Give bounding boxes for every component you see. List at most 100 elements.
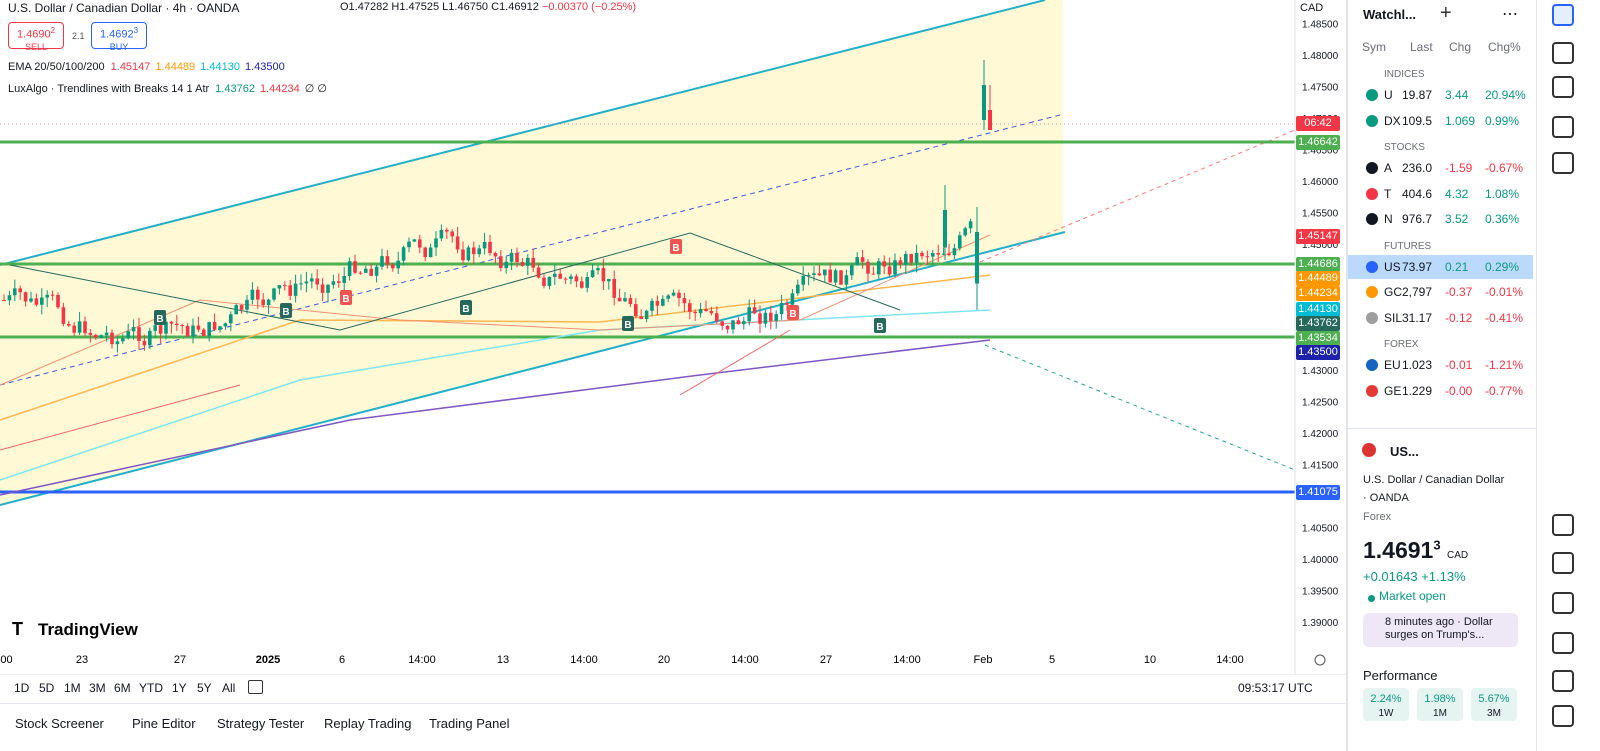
low: L1.46750 <box>442 1 489 13</box>
toolbar-icon[interactable] <box>1552 116 1574 138</box>
price-tick-label: 1.48000 <box>1302 51 1339 62</box>
range-button[interactable]: YTD <box>139 681 163 695</box>
toolbar-icon[interactable] <box>1552 514 1574 536</box>
bottom-tab[interactable]: Replay Trading <box>324 716 412 731</box>
watchlist-row[interactable]: N 976.7 3.52 0.36% <box>1348 207 1533 231</box>
indicator-line[interactable]: LuxAlgo · Trendlines with Breaks 14 1 At… <box>8 78 332 100</box>
indicator-value: 1.45147 <box>110 61 151 73</box>
marker-box <box>280 303 292 318</box>
change-pct: 0.29% <box>1485 259 1520 274</box>
symbol: GE <box>1384 383 1402 398</box>
candle <box>380 256 384 267</box>
symbol: GC <box>1384 285 1402 299</box>
watchlist-row[interactable]: GE 1.229 -0.00 -0.77% <box>1348 379 1533 403</box>
range-button[interactable]: 6M <box>114 681 131 695</box>
bottom-tab[interactable]: Stock Screener <box>15 716 104 731</box>
candle <box>682 298 687 304</box>
currency[interactable]: CAD <box>1300 2 1324 14</box>
candle <box>283 285 287 287</box>
candle <box>337 281 341 283</box>
watchlist-row[interactable]: A 236.0 -1.59 -0.67% <box>1348 156 1533 180</box>
candle <box>909 253 913 263</box>
news-card[interactable]: 8 minutes ago · Dollar surges on Trump's… <box>1363 613 1518 647</box>
candle <box>196 325 201 330</box>
candle <box>369 268 373 276</box>
watchlist-row[interactable]: SIL 31.17 -0.12 -0.41% <box>1348 306 1533 330</box>
buy-label: BUY <box>109 41 129 52</box>
candle <box>590 270 595 278</box>
candle <box>142 340 147 346</box>
divider <box>1348 428 1536 429</box>
toolbar-icon[interactable] <box>1552 592 1574 614</box>
price-chart[interactable]: 1.485001.480001.475001.470001.465001.460… <box>0 0 1348 675</box>
time-tick-label: 14:00 <box>408 654 436 666</box>
column-header: Last <box>1410 40 1433 54</box>
symbol-title[interactable]: U.S. Dollar / Canadian Dollar · 4h · OAN… <box>8 1 240 15</box>
watchlist-row[interactable]: DX 109.5 1.069 0.99% <box>1348 109 1533 133</box>
candle <box>223 323 228 327</box>
sell-button[interactable]: 1.46902 SELL <box>8 22 64 52</box>
range-button[interactable]: 5Y <box>197 681 212 695</box>
candle <box>855 257 859 266</box>
more-icon[interactable]: ⋯ <box>1502 6 1518 23</box>
candle <box>34 298 39 305</box>
candles <box>2 60 992 353</box>
candle <box>515 252 519 263</box>
range-button[interactable]: 1D <box>14 681 30 695</box>
candle <box>272 288 276 300</box>
price-tick-label: 1.41500 <box>1302 461 1339 472</box>
bottom-tab[interactable]: Strategy Tester <box>217 716 305 731</box>
watchlist-row[interactable]: GC 2,797 -0.37 -0.01% <box>1348 280 1533 304</box>
last: 2,797 <box>1402 285 1433 299</box>
candle <box>45 294 49 298</box>
toolbar-icon[interactable] <box>1552 670 1574 692</box>
candle <box>428 247 433 258</box>
candle <box>920 252 924 257</box>
watchlist-row[interactable]: US 73.97 0.21 0.29% <box>1348 254 1533 279</box>
toolbar-icon[interactable] <box>1552 42 1574 64</box>
range-button[interactable]: 5D <box>39 681 55 695</box>
range-button[interactable]: 1Y <box>172 681 187 695</box>
ohlc: O1.47282 H1.47525 L1.46750 C1.46912 −0.0… <box>340 1 636 13</box>
sell-sup: 2 <box>50 26 56 35</box>
price-tick-label: 1.40500 <box>1302 524 1339 535</box>
toolbar-icon[interactable] <box>1552 4 1574 26</box>
watchlist-title[interactable]: Watchl... <box>1363 7 1416 22</box>
candle <box>720 321 724 326</box>
close: C1.46912 <box>491 1 539 13</box>
toolbar-icon[interactable] <box>1552 152 1574 174</box>
indicator-line[interactable]: EMA 20/50/100/200 1.45147 1.44489 1.44130 1.… <box>8 56 332 78</box>
toolbar-icon[interactable] <box>1552 632 1574 654</box>
candle <box>450 231 454 237</box>
candle <box>952 248 957 256</box>
price-badge: 1.44489 <box>1296 271 1340 286</box>
marker-label: B <box>342 294 349 305</box>
toolbar-icon[interactable] <box>1552 552 1574 574</box>
buy-button[interactable]: 1.46923 BUY <box>91 22 147 52</box>
watchlist-row[interactable]: EU 1.023 -0.01 -1.21% <box>1348 353 1533 377</box>
change: -0.00 <box>1445 383 1473 398</box>
price-badge: 1.43762 <box>1296 316 1340 331</box>
range-button[interactable]: 1M <box>64 681 81 695</box>
range-button[interactable]: 3M <box>89 681 106 695</box>
bottom-tab[interactable]: Trading Panel <box>429 716 510 731</box>
change-pct: 0.99% <box>1485 113 1520 128</box>
candle <box>947 253 951 256</box>
candle <box>364 268 368 273</box>
candle <box>914 252 919 263</box>
flag-icon <box>1362 443 1376 457</box>
symbol-icon <box>1366 213 1378 225</box>
toolbar-icon[interactable] <box>1552 76 1574 98</box>
candle <box>29 298 33 302</box>
watchlist-row[interactable]: U 19.87 3.44 20.94% <box>1348 83 1533 107</box>
range-button[interactable]: All <box>222 681 236 695</box>
bottom-tab[interactable]: Pine Editor <box>132 716 196 731</box>
candle <box>763 312 768 324</box>
add-icon[interactable]: + <box>1440 2 1452 24</box>
candle <box>509 252 514 262</box>
candle <box>963 228 967 236</box>
indicator-value: ∅ ∅ <box>304 83 327 95</box>
watchlist-row[interactable]: T 404.6 4.32 1.08% <box>1348 182 1533 206</box>
toolbar-icon[interactable] <box>1552 705 1574 727</box>
candle <box>472 247 476 255</box>
